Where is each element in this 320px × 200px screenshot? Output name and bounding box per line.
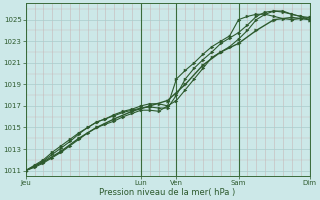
X-axis label: Pression niveau de la mer( hPa ): Pression niveau de la mer( hPa ) <box>100 188 236 197</box>
